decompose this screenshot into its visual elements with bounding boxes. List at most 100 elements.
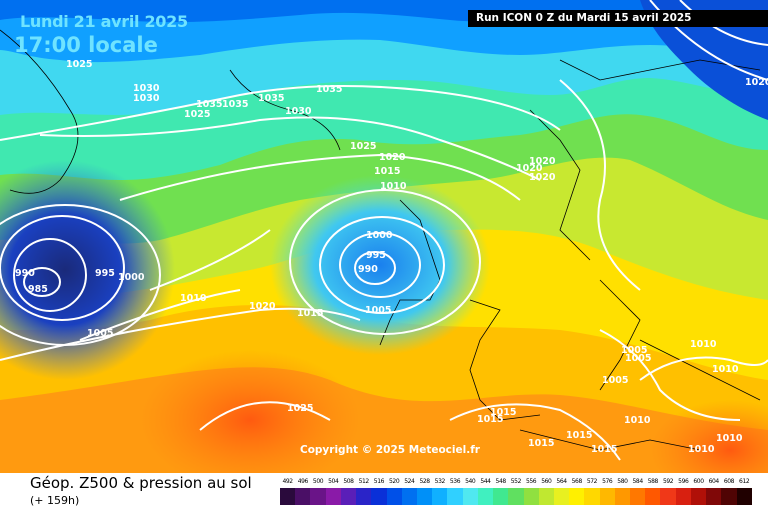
valid-date: Lundi 21 avril 2025 — [20, 12, 188, 31]
run-info: Run ICON 0 Z du Mardi 15 avril 2025 — [468, 10, 768, 27]
isobar-label: 1020 — [529, 172, 556, 183]
isobar-label: 1015 — [490, 407, 517, 418]
isobar-label: 995 — [95, 268, 115, 279]
scale-tick-label: 540 — [465, 478, 476, 485]
isobar-label: 995 — [366, 250, 386, 261]
scale-tick-label: 492 — [282, 478, 293, 485]
isobar-label: 1010 — [180, 293, 207, 304]
scale-swatch — [280, 488, 296, 505]
isobar-label: 1015 — [591, 444, 618, 455]
isobar-label: 990 — [358, 264, 378, 275]
scale-tick-label: 580 — [617, 478, 628, 485]
isobar-label: 1010 — [380, 181, 407, 192]
scale-tick-label: 504 — [328, 478, 339, 485]
isobar-label: 1010 — [688, 444, 715, 455]
scale-swatch — [310, 488, 326, 505]
scale-tick-label: 500 — [312, 478, 324, 485]
isobar-label: 1020 — [529, 156, 556, 167]
isobar-label: 990 — [15, 268, 35, 279]
scale-swatch — [721, 488, 737, 505]
coastlines — [0, 29, 761, 451]
isobar-label: 1005 — [87, 328, 114, 339]
scale-swatch — [295, 488, 311, 505]
scale-swatch — [675, 488, 691, 505]
scale-swatch — [386, 488, 402, 505]
forecast-lead-time: (+ 159h) — [30, 494, 80, 507]
isobar-label: 1035 — [258, 93, 285, 104]
scale-swatch — [340, 488, 357, 505]
isobar-label: 1025 — [184, 109, 211, 120]
scale-tick-label: 612 — [739, 478, 750, 485]
isobar-label: 1000 — [118, 272, 145, 283]
isobar-label: 1000 — [366, 230, 393, 241]
scale-tick-label: 548 — [495, 478, 507, 485]
isobar-label: 1010 — [716, 433, 743, 444]
scale-swatch — [325, 488, 341, 505]
isobar-label: 1030 — [285, 106, 312, 117]
isobar-label: 1030 — [133, 83, 160, 94]
isobar-label: 1015 — [528, 438, 555, 449]
color-scale-bar — [280, 488, 752, 505]
scale-swatch — [553, 488, 570, 505]
copyright: Copyright © 2025 Meteociel.fr — [300, 444, 480, 456]
scale-swatch — [538, 488, 554, 505]
isobar-label: 1025 — [287, 403, 314, 414]
scale-tick-label: 528 — [419, 478, 430, 485]
scale-swatch — [660, 488, 676, 505]
isobar-label: 1015 — [477, 414, 504, 425]
isobar-label: 1020 — [379, 152, 406, 163]
scale-tick-label: 588 — [647, 478, 659, 485]
isobar-label: 1010 — [690, 339, 717, 350]
scale-swatch — [614, 488, 631, 505]
scale-swatch — [371, 488, 387, 505]
scale-tick-label: 520 — [389, 478, 400, 485]
scale-swatch — [690, 488, 707, 505]
isobar-label: 1005 — [625, 353, 652, 364]
scale-tick-label: 604 — [708, 478, 720, 485]
geopotential-field — [0, 0, 768, 473]
scale-tick-label: 532 — [434, 478, 446, 485]
map-title: Géop. Z500 & pression au sol — [30, 474, 252, 492]
scale-tick-label: 508 — [343, 478, 354, 485]
scale-tick-label: 600 — [693, 478, 704, 485]
scale-swatch — [599, 488, 615, 505]
scale-tick-label: 576 — [602, 478, 613, 485]
scale-tick-label: 560 — [541, 478, 552, 485]
scale-tick-label: 564 — [556, 478, 567, 485]
valid-time: 17:00 locale — [14, 33, 158, 57]
isobar-label: 985 — [28, 284, 48, 295]
scale-swatch — [356, 488, 372, 505]
scale-tick-label: 552 — [510, 478, 522, 485]
isobar-label: 1030 — [133, 93, 160, 104]
scale-tick-label: 596 — [678, 478, 689, 485]
scale-swatch — [569, 488, 585, 505]
scale-swatch — [630, 488, 646, 505]
scale-swatch — [416, 488, 433, 505]
isobar-label: 1035 — [196, 99, 223, 110]
isobar-label: 1020 — [745, 77, 768, 88]
isobar-label: 1025 — [350, 141, 377, 152]
isobar-label: 1015 — [566, 430, 593, 441]
isobar-label: 1010 — [712, 364, 739, 375]
isobar-label: 1020 — [516, 163, 543, 174]
isobar-lines — [0, 0, 768, 461]
scale-swatch — [493, 488, 509, 505]
scale-swatch — [645, 488, 661, 505]
scale-tick-label: 544 — [480, 478, 491, 485]
scale-swatch — [706, 488, 722, 505]
scale-tick-label: 496 — [297, 478, 309, 485]
scale-swatch — [447, 488, 463, 505]
scale-tick-label: 556 — [525, 478, 537, 485]
isobar-label: 1015 — [297, 308, 324, 319]
color-scale: 492 496 500 504 508 512 516 520 524 528 532 536 540 5… — [280, 477, 752, 509]
scale-swatch — [432, 488, 448, 505]
scale-tick-label: 568 — [571, 478, 583, 485]
scale-tick-label: 516 — [373, 478, 385, 485]
scale-swatch — [508, 488, 524, 505]
isobar-label: 1035 — [222, 99, 249, 110]
isobar-label: 1005 — [365, 305, 392, 316]
scale-swatch — [523, 488, 539, 505]
scale-swatch — [584, 488, 600, 505]
scale-tick-label: 608 — [723, 478, 735, 485]
scale-swatch — [477, 488, 494, 505]
